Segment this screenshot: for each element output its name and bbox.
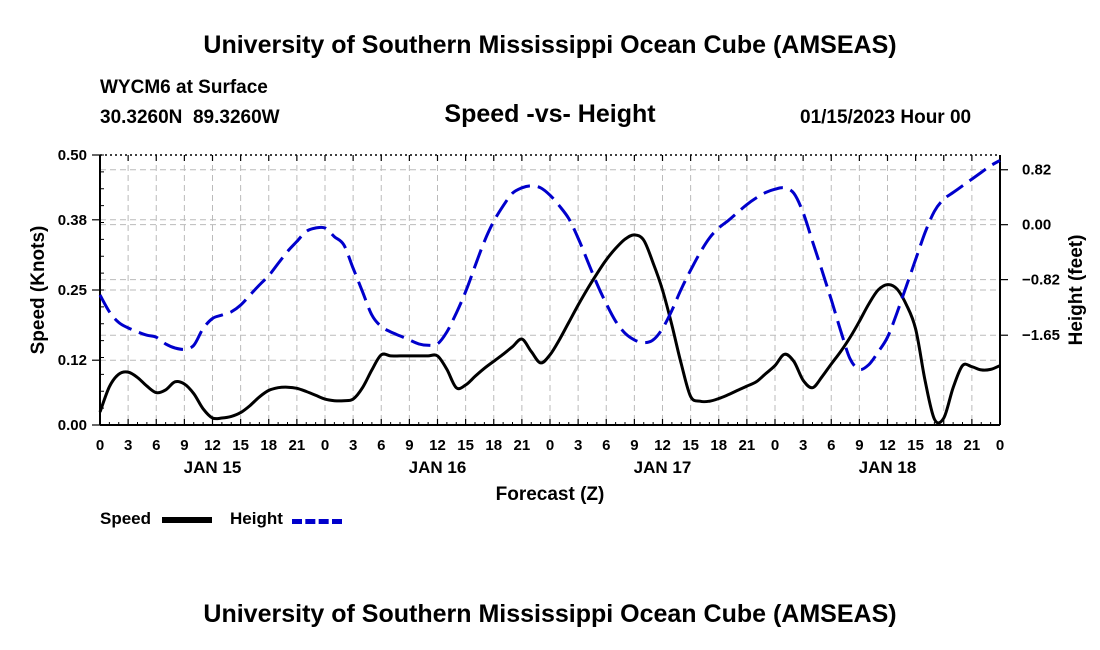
legend-height-label: Height [230, 509, 283, 528]
x-tick-label: 0 [771, 437, 779, 454]
x-tick-label: 9 [180, 437, 188, 454]
x-tick-label: 3 [799, 437, 807, 454]
x-tick-label: 9 [855, 437, 863, 454]
x-tick-label: 9 [405, 437, 413, 454]
x-tick-label: 18 [710, 437, 727, 454]
y2-tick-label: −1.65 [1022, 327, 1060, 344]
y-tick-label: 0.50 [58, 147, 87, 164]
y2-tick-label: 0.82 [1022, 162, 1051, 179]
x-tick-label: 0 [546, 437, 554, 454]
y-tick-label: 0.25 [58, 282, 87, 299]
date-label: JAN 16 [409, 458, 467, 477]
x-tick-label: 18 [260, 437, 277, 454]
height-series-line [98, 159, 1001, 372]
legend-speed-swatch [162, 517, 212, 523]
x-tick-label: 18 [485, 437, 502, 454]
y2-tick-label: 0.00 [1022, 217, 1051, 234]
x-tick-label: 21 [289, 437, 306, 454]
y-tick-label: 0.12 [58, 352, 87, 369]
x-tick-label: 0 [996, 437, 1004, 454]
x-tick-label: 15 [907, 437, 924, 454]
x-tick-label: 12 [879, 437, 896, 454]
y2-tick-label: −0.82 [1022, 272, 1060, 289]
x-tick-label: 0 [96, 437, 104, 454]
chart-title: Speed -vs- Height [444, 100, 656, 128]
x-tick-label: 3 [124, 437, 132, 454]
x-tick-label: 15 [232, 437, 249, 454]
y2-axis-title: Height (feet) [1066, 235, 1087, 346]
x-tick-label: 15 [457, 437, 474, 454]
speed-series-line [98, 233, 1001, 425]
legend-speed-label: Speed [100, 509, 152, 528]
x-tick-label: 18 [935, 437, 952, 454]
x-tick-label: 21 [964, 437, 981, 454]
x-tick-label: 9 [630, 437, 638, 454]
x-tick-label: 12 [429, 437, 446, 454]
location-label: 30.3260N 89.3260W [100, 107, 280, 128]
page-title-bottom: University of Southern Mississippi Ocean… [203, 600, 897, 628]
legend-height-swatch [292, 519, 342, 524]
x-tick-label: 3 [574, 437, 582, 454]
x-tick-label: 21 [514, 437, 531, 454]
x-tick-label: 12 [204, 437, 221, 454]
x-tick-label: 0 [321, 437, 329, 454]
y-tick-label: 0.00 [58, 417, 87, 434]
x-axis-title: Forecast (Z) [496, 484, 605, 505]
axis-labels: 0 3 6 9 12 15 18 21 0 3 6 9 12 15 18 21 0 3 6 9 12 15 18 21 0 3 6 9… [28, 147, 1087, 505]
x-tick-label: 21 [739, 437, 756, 454]
date-label: JAN 18 [859, 458, 917, 477]
date-label: JAN 17 [634, 458, 692, 477]
date-label: JAN 15 [184, 458, 242, 477]
page-title-top: University of Southern Mississippi Ocean… [203, 31, 897, 59]
x-tick-label: 6 [152, 437, 160, 454]
y-tick-label: 0.38 [58, 212, 87, 229]
station-label: WYCM6 at Surface [100, 77, 268, 98]
y-axis-title: Speed (Knots) [28, 226, 49, 355]
x-tick-label: 6 [377, 437, 385, 454]
axes [92, 154, 1008, 426]
series-lines [98, 159, 1001, 425]
x-tick-label: 15 [682, 437, 699, 454]
x-tick-label: 6 [827, 437, 835, 454]
x-tick-label: 12 [654, 437, 671, 454]
datetime-label: 01/15/2023 Hour 00 [800, 107, 972, 128]
x-tick-label: 6 [602, 437, 610, 454]
x-tick-label: 3 [349, 437, 357, 454]
